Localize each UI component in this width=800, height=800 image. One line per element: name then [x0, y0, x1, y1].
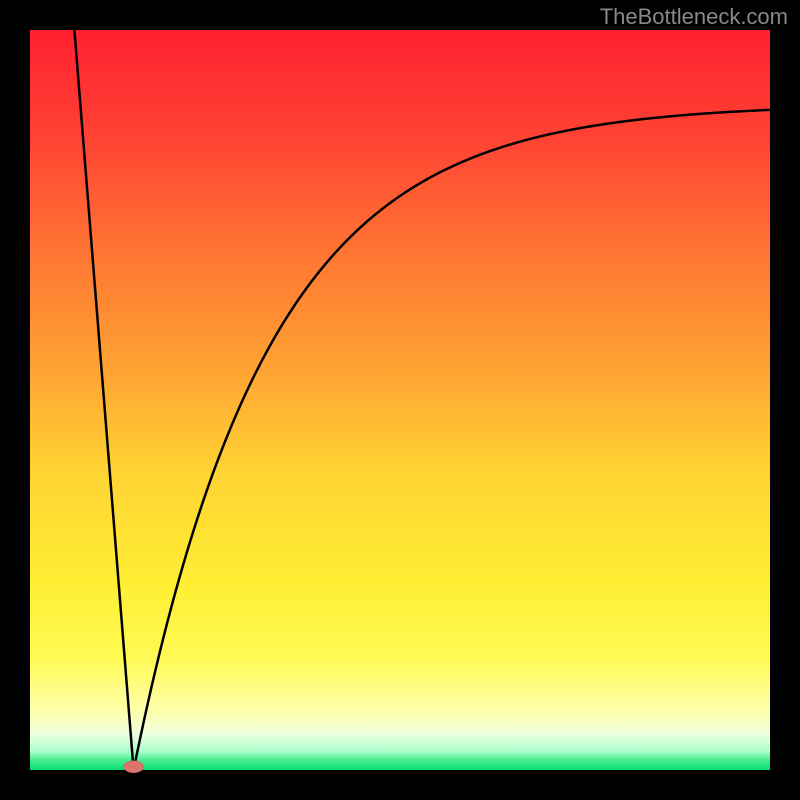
chart-svg — [0, 0, 800, 800]
optimal-point-marker — [124, 761, 144, 773]
watermark-text: TheBottleneck.com — [600, 4, 788, 30]
plot-area — [30, 30, 770, 770]
chart-container: TheBottleneck.com — [0, 0, 800, 800]
